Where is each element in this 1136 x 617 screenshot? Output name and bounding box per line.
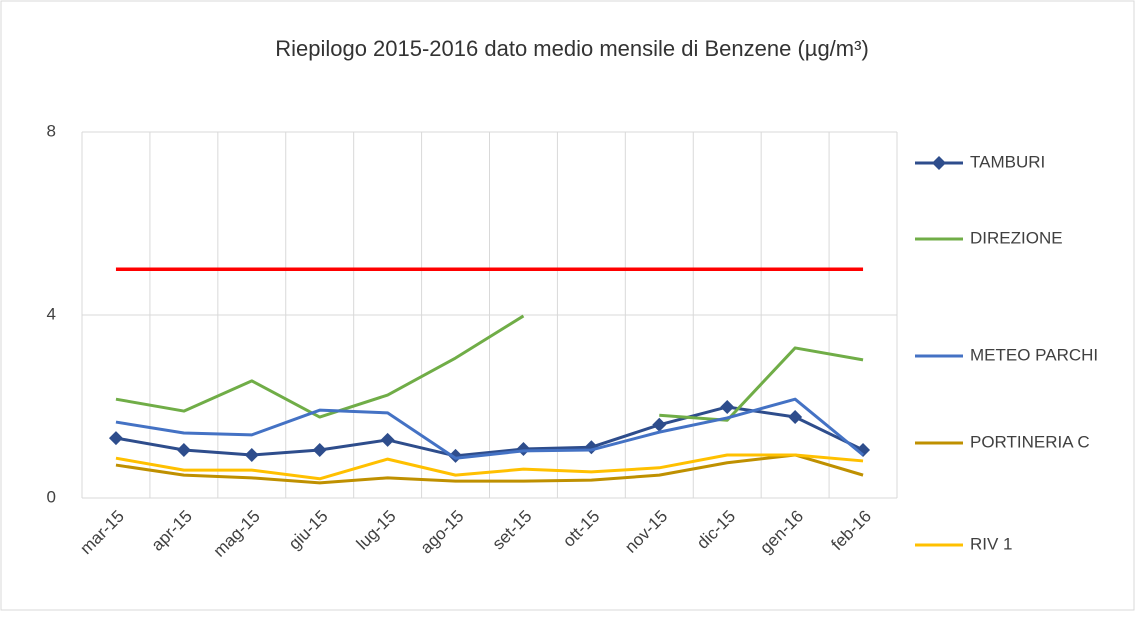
series-marker (720, 399, 735, 414)
series-marker (244, 447, 259, 462)
legend-label: METEO PARCHI (970, 345, 1098, 364)
legend-label: TAMBURI (970, 152, 1045, 171)
legend-label: RIV 1 (970, 534, 1013, 553)
series-line (115, 314, 864, 422)
legend-marker (932, 156, 946, 170)
legend-label: DIREZIONE (970, 228, 1063, 247)
series-marker (176, 442, 191, 457)
series-marker (312, 442, 327, 457)
series-line (115, 397, 864, 460)
y-tick-label: 0 (47, 487, 56, 506)
series-marker (652, 417, 667, 432)
y-tick-label: 8 (47, 121, 56, 140)
chart-title: Riepilogo 2015-2016 dato medio mensile d… (275, 36, 869, 61)
series-line (115, 453, 864, 485)
legend-label: PORTINERIA C (970, 432, 1090, 451)
series-line (115, 453, 864, 481)
series-marker (788, 410, 803, 425)
series-marker (380, 432, 395, 447)
series-marker (108, 431, 123, 446)
series-marker (448, 448, 463, 463)
y-tick-label: 4 (47, 304, 56, 323)
